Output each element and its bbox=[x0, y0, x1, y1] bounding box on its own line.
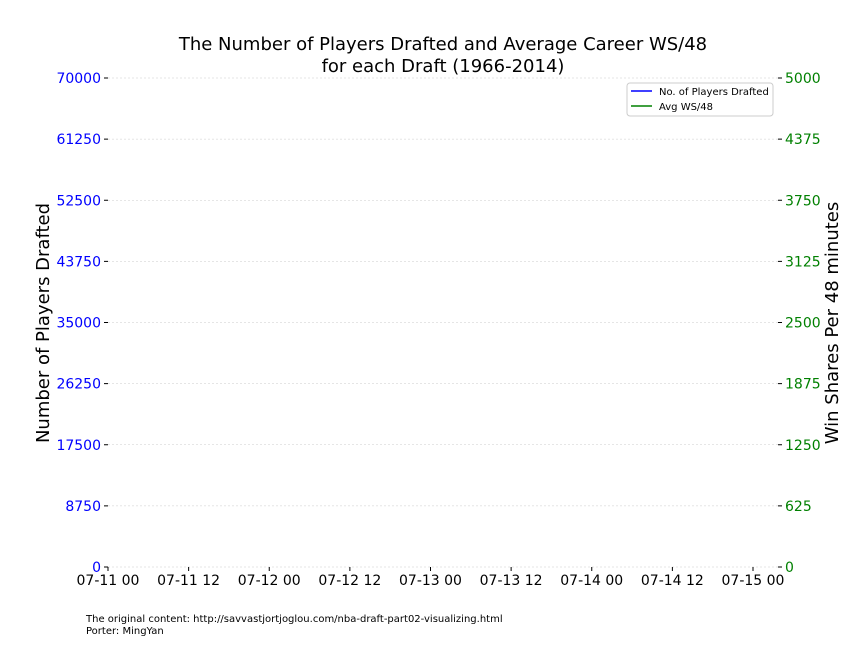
left-y-axis: 0 8750 17500 26250 35000 43750 52500 61250 70000 bbox=[56, 71, 108, 576]
left-tick-label: 52500 bbox=[56, 193, 101, 209]
right-tick-label: 625 bbox=[785, 499, 812, 515]
legend-label-players: No. of Players Drafted bbox=[659, 87, 769, 98]
x-tick-label: 07-12 12 bbox=[318, 573, 381, 589]
chart-title-line1: The Number of Players Drafted and Averag… bbox=[178, 34, 707, 55]
x-tick-label: 07-12 00 bbox=[238, 573, 301, 589]
left-tick-label: 61250 bbox=[56, 132, 101, 148]
legend-frame bbox=[626, 82, 774, 117]
left-axis-label: Number of Players Drafted bbox=[33, 203, 54, 443]
right-tick-label: 1250 bbox=[785, 438, 821, 454]
legend-label-ws48: Avg WS/48 bbox=[659, 102, 713, 113]
chart-title-line2: for each Draft (1966-2014) bbox=[322, 56, 565, 77]
x-tick-label: 07-13 12 bbox=[480, 573, 543, 589]
x-tick-label: 07-13 00 bbox=[399, 573, 462, 589]
x-tick-label: 07-15 00 bbox=[722, 573, 785, 589]
left-tick-label: 8750 bbox=[65, 499, 101, 515]
right-tick-label: 3125 bbox=[785, 254, 821, 270]
left-tick-label: 43750 bbox=[56, 254, 101, 270]
left-tick-label: 26250 bbox=[56, 377, 101, 393]
footer-porter-text: Porter: MingYan bbox=[86, 626, 164, 637]
grid-lines bbox=[108, 77, 778, 568]
x-tick-label: 07-14 00 bbox=[560, 573, 623, 589]
left-tick-label: 17500 bbox=[56, 438, 101, 454]
right-tick-label: 3750 bbox=[785, 193, 821, 209]
x-tick-label: 07-11 12 bbox=[157, 573, 220, 589]
right-tick-label: 1875 bbox=[785, 377, 821, 393]
x-axis: 07-11 00 07-11 12 07-12 00 07-12 12 07-13 00… bbox=[77, 567, 785, 589]
left-tick-label: 35000 bbox=[56, 316, 101, 332]
legend: No. of Players Drafted Avg WS/48 bbox=[626, 82, 774, 117]
right-y-axis: 0 625 1250 1875 2500 3125 3750 4375 5000 bbox=[778, 71, 821, 576]
x-tick-label: 07-11 00 bbox=[77, 573, 140, 589]
right-tick-label: 0 bbox=[785, 560, 794, 576]
right-tick-label: 2500 bbox=[785, 316, 821, 332]
footer-source-text: The original content: http://savvastjort… bbox=[86, 614, 503, 625]
left-tick-label: 0 bbox=[92, 560, 101, 576]
right-axis-label: Win Shares Per 48 minutes bbox=[822, 202, 843, 444]
right-tick-label: 4375 bbox=[785, 132, 821, 148]
right-tick-label: 5000 bbox=[785, 71, 821, 87]
x-tick-label: 07-14 12 bbox=[641, 573, 704, 589]
left-tick-label: 70000 bbox=[56, 71, 101, 87]
